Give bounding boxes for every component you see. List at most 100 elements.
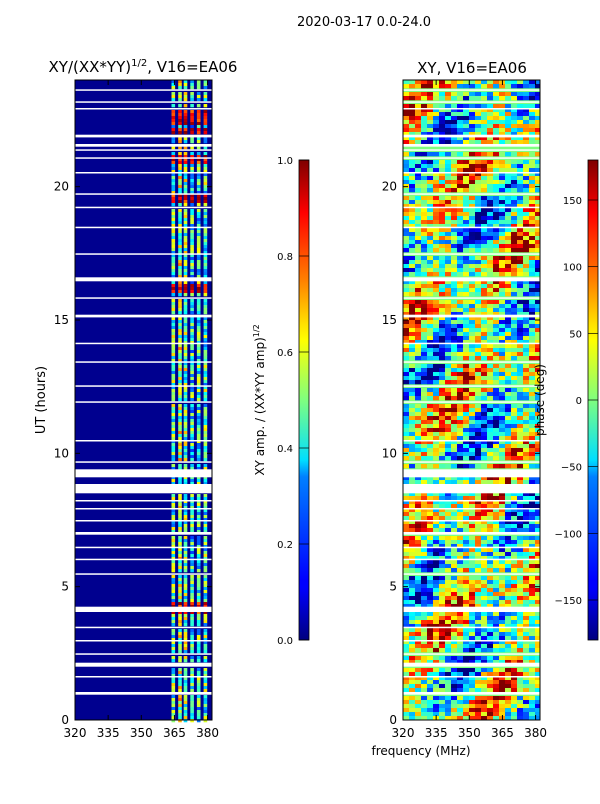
panel2-phase-cell <box>427 516 433 520</box>
panel2-phase-cell <box>475 528 481 532</box>
panel2-phase-cell <box>487 120 493 124</box>
panel2-phase-cell <box>457 124 463 128</box>
panel2-phase-cell <box>499 632 505 636</box>
panel1-channel-5-cell <box>204 326 208 329</box>
panel2-phase-cell <box>505 208 511 212</box>
panel2-phase-cell <box>445 324 451 328</box>
panel2-phase-cell <box>403 256 409 260</box>
panel2-ytick-label: 10 <box>382 446 397 460</box>
panel2-phase-cell <box>427 424 433 428</box>
panel2-phase-cell <box>493 120 499 124</box>
panel1-channel-0-cell <box>172 284 176 287</box>
panel2-phase-cell <box>457 612 463 616</box>
panel1-channel-5-cell <box>204 209 208 212</box>
panel2-phase-cell <box>445 696 451 700</box>
panel2-phase-cell <box>439 164 445 168</box>
panel2-phase-cell <box>403 688 409 692</box>
panel2-phase-cell <box>445 196 451 200</box>
panel2-phase-cell <box>481 564 487 568</box>
panel1-channel-1-cell <box>178 353 182 356</box>
panel2-phase-cell <box>517 356 523 360</box>
panel2-phase-cell <box>529 628 535 632</box>
panel1-channel-4-cell <box>197 719 201 722</box>
panel2-phase-cell <box>403 304 409 308</box>
panel2-phase-cell <box>415 160 421 164</box>
panel1-channel-4-cell <box>197 620 201 623</box>
panel1-channel-5-cell <box>204 188 208 191</box>
panel2-phase-cell <box>451 180 457 184</box>
panel1-channel-4-cell <box>197 464 201 467</box>
panel1-channel-3-cell <box>190 446 194 449</box>
panel1-channel-4-cell <box>197 512 201 515</box>
panel2-phase-cell <box>409 704 415 708</box>
panel1-channel-0-cell <box>172 389 176 392</box>
panel2-phase-cell <box>463 292 469 296</box>
panel2-phase-cell <box>403 288 409 292</box>
panel2-phase-cell <box>475 352 481 356</box>
panel1-channel-5-cell <box>204 527 208 530</box>
panel1-channel-5-cell <box>204 137 208 140</box>
panel2-phase-cell <box>517 364 523 368</box>
panel2-phase-cell <box>409 496 415 500</box>
panel2-phase-cell <box>421 456 427 460</box>
panel1-channel-4-cell <box>197 566 201 569</box>
panel2-phase-cell <box>475 580 481 584</box>
panel2-phase-cell <box>457 284 463 288</box>
panel2-phase-cell <box>529 524 535 528</box>
panel2-flagged-band <box>403 253 540 255</box>
panel2-phase-cell <box>439 308 445 312</box>
panel2-phase-cell <box>499 616 505 620</box>
panel1-channel-0-cell <box>172 374 176 377</box>
panel2-phase-cell <box>409 256 415 260</box>
panel2-phase-cell <box>415 584 421 588</box>
panel1-channel-5-cell <box>204 152 208 155</box>
panel2-phase-cell <box>427 668 433 672</box>
panel2-phase-cell <box>469 352 475 356</box>
panel2-phase-cell <box>445 708 451 712</box>
panel2-phase-cell <box>523 620 529 624</box>
panel2-phase-cell <box>463 364 469 368</box>
panel2-phase-cell <box>493 644 499 648</box>
panel1-channel-1-cell <box>178 623 182 626</box>
panel2-phase-cell <box>439 672 445 676</box>
panel2-phase-cell <box>439 116 445 120</box>
panel2-phase-cell <box>469 152 475 156</box>
panel2-phase-cell <box>403 568 409 572</box>
panel1-channel-0-cell <box>172 164 176 167</box>
panel2-phase-cell <box>403 524 409 528</box>
panel2-phase-cell <box>523 216 529 220</box>
panel2-phase-cell <box>457 464 463 468</box>
panel2-phase-cell <box>403 348 409 352</box>
panel2-phase-cell <box>409 688 415 692</box>
panel2-phase-cell <box>427 620 433 624</box>
panel2-phase-cell <box>451 596 457 600</box>
panel1-channel-2-cell <box>184 635 188 638</box>
panel2-phase-cell <box>487 560 493 564</box>
panel1-flagged-band <box>75 227 212 229</box>
panel2-phase-cell <box>457 680 463 684</box>
panel2-phase-cell <box>523 420 529 424</box>
panel2-phase-cell <box>457 216 463 220</box>
panel2-phase-cell <box>469 348 475 352</box>
panel2-phase-cell <box>529 464 535 468</box>
panel2-phase-cell <box>403 612 409 616</box>
panel2-phase-cell <box>421 672 427 676</box>
panel1-channel-0-cell <box>172 257 176 260</box>
panel2-phase-cell <box>409 188 415 192</box>
panel2-phase-cell <box>505 212 511 216</box>
panel2-phase-cell <box>493 616 499 620</box>
panel2-phase-cell <box>409 96 415 100</box>
panel2-phase-cell <box>487 268 493 272</box>
panel2-phase-cell <box>409 392 415 396</box>
panel1-channel-3-cell <box>190 455 194 458</box>
panel1-channel-2-cell <box>184 176 188 179</box>
panel1-channel-2-cell <box>184 566 188 569</box>
panel2-phase-cell <box>421 104 427 108</box>
panel2-phase-cell <box>433 160 439 164</box>
panel2-phase-cell <box>421 300 427 304</box>
panel2-phase-cell <box>505 632 511 636</box>
panel2-phase-cell <box>433 600 439 604</box>
panel1-channel-3-cell <box>190 164 194 167</box>
panel2-phase-cell <box>505 216 511 220</box>
panel1-channel-1-cell <box>178 497 182 500</box>
